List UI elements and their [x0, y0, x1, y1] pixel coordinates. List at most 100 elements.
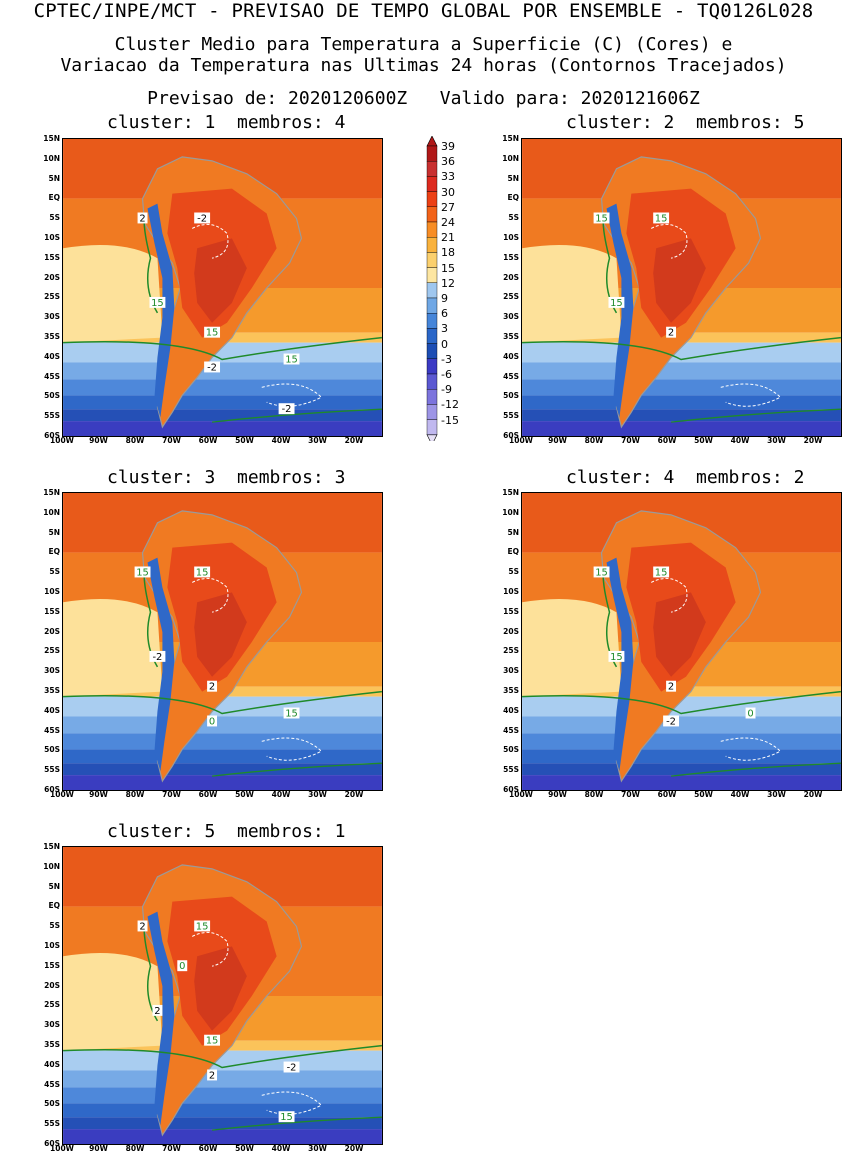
colorbar-swatch [426, 328, 438, 344]
contour-15c-line [522, 336, 841, 361]
cool-pacific-tongue [522, 598, 622, 697]
cool-pacific-tongue [522, 244, 622, 343]
latitude-tick-label: 10N [43, 507, 60, 517]
longitude-tick-label: 40W [730, 790, 750, 799]
cool-pacific-tongue [63, 598, 163, 697]
longitude-tick-label: 30W [308, 436, 327, 445]
longitude-tick-label: 100W [50, 790, 74, 799]
longitude-tick-label: 60W [657, 790, 677, 799]
svg-text:15: 15 [610, 652, 623, 663]
ocean-temperature-band [522, 362, 841, 380]
contour-label: 2 [152, 1004, 163, 1017]
svg-text:15: 15 [285, 354, 298, 365]
longitude-tick-label: 100W [509, 436, 533, 445]
longitude-tick-label: 30W [308, 790, 327, 799]
variation-dashed-contour [261, 737, 323, 761]
ocean-temperature-band [63, 716, 382, 734]
ocean-temperature-band [63, 362, 382, 380]
latitude-tick-label: 10S [503, 587, 519, 596]
latitude-tick-label: 60S [44, 431, 60, 440]
svg-text:-2: -2 [282, 404, 292, 415]
ocean-temperature-band [522, 733, 841, 750]
contour-label: -2 [204, 361, 221, 373]
contour-label: 15 [283, 353, 300, 365]
colorbar-swatch [426, 145, 438, 162]
contour-0c-line [211, 762, 382, 777]
longitude-tick-label: 70W [162, 790, 181, 799]
longitude-tick-label: 60W [198, 790, 218, 799]
latitude-tick-label: 35S [44, 686, 60, 695]
longitude-tick-label: 100W [509, 790, 533, 799]
longitude-tick-label: 40W [271, 436, 291, 445]
latitude-tick-label: 5N [507, 527, 520, 537]
colorbar-level-label: -15 [441, 413, 459, 427]
contour-label: 15 [204, 326, 221, 339]
latitude-tick-label: 55S [503, 765, 519, 775]
andes-cold-strip [147, 203, 175, 418]
ocean-temperature-band [63, 1103, 382, 1118]
colorbar-swatch [426, 236, 438, 253]
colorbar-level-label: 6 [441, 307, 448, 321]
contour-0c-line [670, 408, 841, 423]
longitude-tick-label: 90W [548, 790, 567, 799]
map-panel-cluster-4: 15 15 2 15 0 -2 [521, 492, 842, 791]
contour-label: 15 [283, 707, 300, 719]
latitude-tick-label: 20S [44, 980, 60, 990]
colorbar-level-label: 0 [441, 337, 448, 351]
colorbar-swatch [426, 297, 438, 314]
longitude-tick-label: 80W [125, 1144, 145, 1153]
svg-text:-2: -2 [287, 1062, 297, 1073]
ocean-temperature-band [63, 1129, 382, 1144]
latitude-tick-label: 60S [44, 1139, 60, 1148]
ocean-temperature-band [522, 716, 841, 734]
longitude-tick-label: 60W [198, 1144, 218, 1153]
latitude-tick-label: 15N [502, 488, 519, 497]
hottest-region [194, 238, 247, 323]
map-panel-cluster-2: 15 15 2 15 [521, 138, 842, 437]
contour-15c-coastal [143, 921, 159, 1022]
svg-text:15: 15 [280, 1112, 293, 1123]
colorbar-level-label: 36 [441, 155, 455, 169]
svg-text:2: 2 [139, 921, 145, 932]
svg-text:15: 15 [136, 567, 149, 578]
ocean-temperature-band [63, 775, 382, 790]
latitude-tick-label: 25S [44, 1000, 60, 1010]
svg-text:0: 0 [209, 716, 215, 727]
panel-title-cluster-3: cluster: 3 membros: 3 [107, 467, 346, 488]
contour-label: 0 [207, 715, 218, 727]
contour-label: 15 [204, 1034, 221, 1047]
latitude-tick-label: 40S [44, 351, 60, 361]
svg-text:15: 15 [595, 213, 608, 224]
colorbar-level-label: -6 [441, 368, 452, 381]
variation-dashed-contour [720, 737, 782, 761]
longitude-tick-label: 20W [803, 790, 823, 799]
latitude-tick-label: 55S [44, 411, 60, 421]
hottest-region [194, 946, 247, 1031]
contour-label: -2 [149, 650, 166, 663]
ocean-temperature-band [63, 421, 382, 436]
latitude-tick-label: 25S [503, 646, 519, 656]
colorbar-level-label: 27 [441, 200, 455, 214]
contour-15c-line [63, 690, 382, 715]
latitude-tick-label: EQ [507, 193, 520, 203]
variation-dashed-contour [191, 931, 229, 967]
longitude-tick-label: 20W [803, 436, 823, 445]
latitude-tick-label: 50S [503, 391, 519, 401]
latitude-tick-label: 5N [48, 173, 61, 183]
colorbar-level-label: 15 [441, 261, 455, 275]
hottest-region [653, 592, 706, 677]
latitude-tick-label: 15N [43, 842, 60, 851]
andes-cold-strip [606, 557, 634, 772]
contour-label: 15 [593, 566, 610, 578]
svg-text:15: 15 [285, 708, 298, 719]
latitude-tick-label: 50S [44, 745, 60, 755]
latitude-tick-label: 10N [43, 861, 60, 871]
latitude-tick-label: 5S [49, 567, 60, 577]
contour-label: 15 [278, 1111, 295, 1123]
subtitle-line-1: Cluster Medio para Temperatura a Superfi… [114, 34, 733, 55]
latitude-tick-label: 40S [44, 1059, 60, 1069]
contour-label: 2 [207, 1069, 218, 1081]
colorbar-level-label: -9 [441, 383, 452, 397]
hottest-region [653, 238, 706, 323]
latitude-tick-label: 30S [503, 666, 519, 676]
